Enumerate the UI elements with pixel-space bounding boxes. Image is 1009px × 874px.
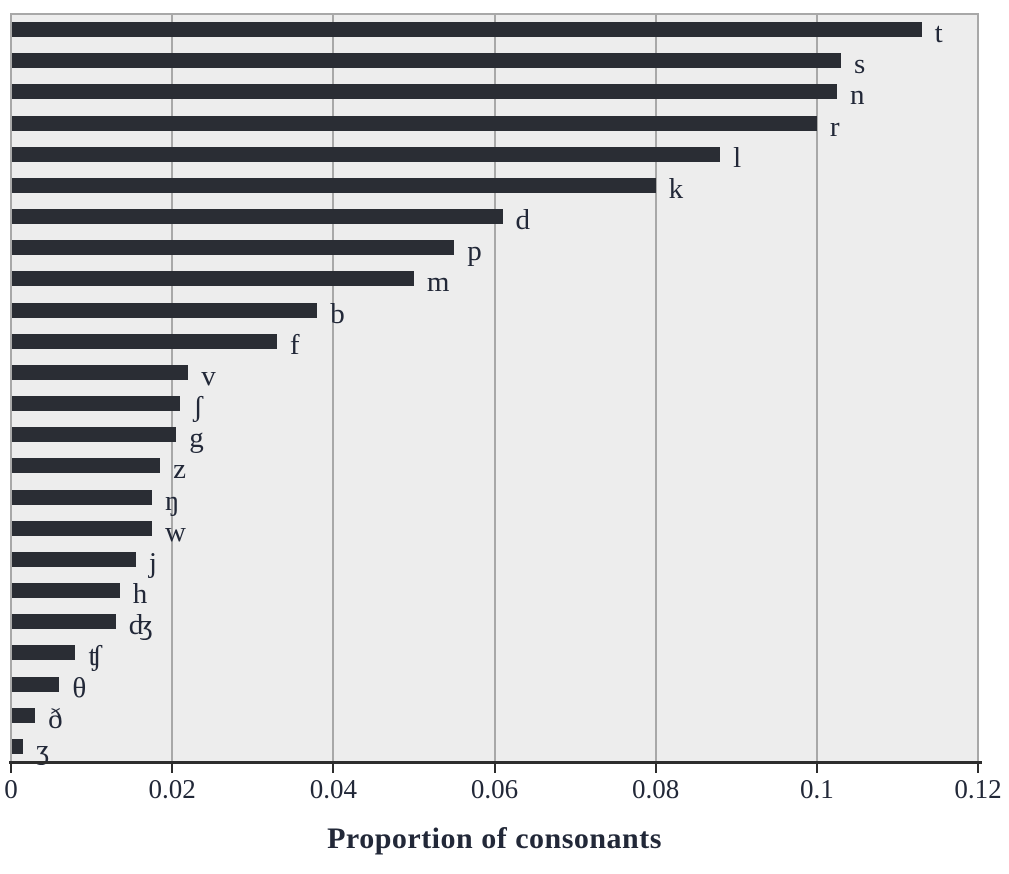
bar-category-label: l bbox=[733, 141, 742, 174]
bar bbox=[11, 177, 656, 193]
bar-row: t bbox=[0, 14, 1009, 49]
bar-row: ŋ bbox=[0, 482, 1009, 517]
plot-frame-right bbox=[977, 13, 979, 762]
bar-row: m bbox=[0, 263, 1009, 298]
bar-category-label: z bbox=[173, 453, 186, 486]
bar-category-label: ʧ bbox=[88, 640, 102, 673]
bar-category-label: h bbox=[132, 578, 148, 611]
bar bbox=[11, 115, 817, 131]
bar-category-label: j bbox=[148, 546, 157, 579]
bar bbox=[11, 333, 277, 349]
gridline bbox=[654, 14, 657, 762]
x-axis-tick bbox=[332, 764, 335, 773]
x-axis-tick-label: 0.06 bbox=[470, 774, 519, 804]
x-axis-title: Proportion of consonants bbox=[327, 822, 662, 855]
bar-category-label: r bbox=[829, 110, 840, 143]
gridline bbox=[332, 14, 335, 762]
bar-category-label: d bbox=[515, 204, 531, 237]
bar-category-label: ʃ bbox=[193, 391, 203, 424]
bar-category-label: g bbox=[189, 422, 204, 455]
bar bbox=[11, 614, 116, 630]
bar bbox=[11, 458, 161, 474]
bar-category-label: ð bbox=[48, 702, 63, 735]
bar bbox=[11, 707, 36, 723]
bar-category-label: θ bbox=[72, 671, 87, 704]
bar-category-label: t bbox=[934, 17, 943, 50]
x-axis-tick bbox=[815, 764, 818, 773]
bar bbox=[11, 209, 503, 225]
bar-row: f bbox=[0, 326, 1009, 361]
bar-row: p bbox=[0, 232, 1009, 267]
bar-category-label: v bbox=[201, 359, 216, 392]
bar-row: j bbox=[0, 544, 1009, 579]
x-axis-tick-label: 0.02 bbox=[148, 774, 196, 804]
bar-row: w bbox=[0, 513, 1009, 548]
bar bbox=[11, 676, 60, 692]
bar-category-label: w bbox=[165, 515, 186, 548]
plot-frame-top bbox=[10, 13, 979, 15]
bar bbox=[11, 645, 76, 661]
bar-category-label: n bbox=[849, 79, 865, 112]
bar-category-label: f bbox=[289, 328, 300, 361]
bar bbox=[11, 240, 455, 256]
bar-category-label: ʒ bbox=[36, 733, 49, 766]
x-axis-tick-label: 0.12 bbox=[954, 774, 1002, 804]
bar-category-label: p bbox=[467, 235, 482, 268]
bar-category-label: k bbox=[668, 172, 684, 205]
bar bbox=[11, 551, 136, 567]
x-axis-tick-label: 0.04 bbox=[309, 774, 357, 804]
bar bbox=[11, 364, 189, 380]
x-axis-tick-label: 0.08 bbox=[632, 774, 680, 804]
bar-row: g bbox=[0, 419, 1009, 454]
bar bbox=[11, 271, 414, 287]
bar-row: r bbox=[0, 108, 1009, 143]
bar-row: n bbox=[0, 76, 1009, 111]
bar-category-label: s bbox=[854, 48, 866, 81]
bar-category-label: b bbox=[330, 297, 345, 330]
bar bbox=[11, 489, 153, 505]
x-axis-tick bbox=[171, 764, 174, 773]
bar bbox=[11, 84, 837, 100]
x-axis-tick-label: 0.1 bbox=[799, 774, 834, 804]
gridline bbox=[815, 14, 818, 762]
x-axis-tick bbox=[10, 764, 12, 773]
x-axis-tick bbox=[654, 764, 657, 773]
bar-row: h bbox=[0, 575, 1009, 610]
bar bbox=[11, 146, 721, 162]
bar-row: ð bbox=[0, 700, 1009, 735]
bar-row: ʒ bbox=[0, 731, 1009, 766]
bar bbox=[11, 302, 318, 318]
bar-row: v bbox=[0, 357, 1009, 392]
bar bbox=[11, 520, 153, 536]
x-axis-tick bbox=[493, 764, 496, 773]
x-axis-tick bbox=[977, 764, 979, 773]
bar-row: ʃ bbox=[0, 388, 1009, 423]
x-axis-line bbox=[9, 761, 982, 764]
bar-category-label: ʤ bbox=[128, 609, 154, 642]
bar-row: s bbox=[0, 45, 1009, 80]
bar-category-label: ŋ bbox=[165, 484, 180, 517]
bar-row: l bbox=[0, 139, 1009, 174]
gridline bbox=[493, 14, 496, 762]
bar-row: θ bbox=[0, 669, 1009, 704]
x-axis-tick-label: 0 bbox=[4, 774, 18, 804]
bar-row: z bbox=[0, 450, 1009, 485]
gridline bbox=[171, 14, 174, 762]
bar-category-label: m bbox=[426, 266, 450, 299]
bar-row: b bbox=[0, 295, 1009, 330]
bar-row: d bbox=[0, 201, 1009, 236]
bar-row: k bbox=[0, 170, 1009, 205]
bar bbox=[11, 396, 181, 412]
bar bbox=[11, 22, 922, 38]
bar bbox=[11, 738, 24, 754]
bar bbox=[11, 53, 841, 69]
bar bbox=[11, 427, 177, 443]
plot-frame-left bbox=[10, 13, 12, 762]
bar-row: ʧ bbox=[0, 637, 1009, 672]
bar bbox=[11, 583, 120, 599]
bar-row: ʤ bbox=[0, 606, 1009, 641]
